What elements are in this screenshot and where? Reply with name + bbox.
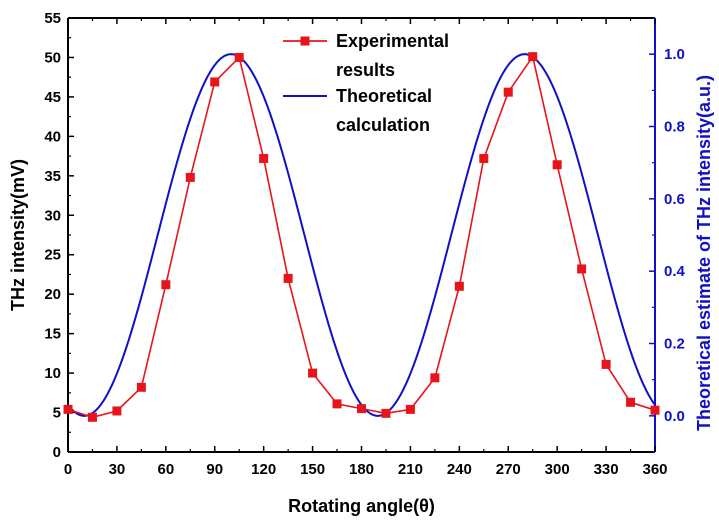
experimental-point: [357, 404, 366, 414]
y-tick-label: 55: [44, 10, 61, 27]
experimental-point: [112, 406, 122, 416]
experimental-point: [63, 404, 73, 414]
theoretical-curve: [67, 53, 656, 417]
experimental-point: [479, 153, 489, 163]
y-tick-label: 40: [44, 128, 61, 145]
legend: Experimental results Theoretical calcula…: [283, 31, 449, 135]
experimental-point: [308, 368, 318, 378]
experimental-point: [626, 397, 636, 407]
experimental-point: [332, 399, 342, 409]
x-tick-label: 60: [157, 461, 174, 478]
experimental-point: [552, 160, 562, 170]
legend-experimental-label-line1: Experimental: [336, 31, 449, 51]
experimental-point: [601, 359, 611, 369]
y-tick-label: 45: [44, 89, 61, 106]
y-tick-label: 25: [44, 247, 61, 264]
y-tick-label: 20: [44, 286, 61, 303]
y2-tick-label: 0.2: [664, 336, 685, 353]
experimental-point: [528, 52, 538, 62]
experimental-point: [503, 87, 513, 97]
x-tick-label: 210: [398, 461, 423, 478]
x-tick-label: 120: [251, 461, 276, 478]
y2-tick-label: 0.4: [664, 263, 686, 280]
plot-frame: [67, 17, 656, 453]
y-tick-label: 10: [44, 365, 61, 382]
experimental-point: [210, 77, 220, 87]
y-axis-right: 0.0 0.2 0.4 0.6 0.8 1.0: [649, 17, 686, 453]
x-tick-label: 330: [594, 461, 619, 478]
y-tick-label: 30: [44, 207, 61, 224]
x-tick-label: 150: [300, 461, 325, 478]
experimental-point: [259, 153, 269, 163]
experimental-point: [454, 281, 464, 291]
x-axis: 0 30 60 90 120 150 180 210 240 270 300 330 360: [64, 18, 668, 478]
y-tick-label: 15: [44, 326, 61, 343]
x-tick-label: 0: [64, 461, 72, 478]
experimental-point: [234, 52, 244, 62]
y2-tick-label: 1.0: [664, 46, 685, 63]
experimental-line: [67, 54, 656, 419]
x-tick-label: 90: [206, 461, 223, 478]
experimental-point: [185, 172, 195, 182]
experimental-point: [577, 264, 587, 274]
y-axis-title-left: THz intensity(mV): [8, 159, 28, 311]
x-tick-label: 30: [109, 461, 126, 478]
y2-tick-label: 0.0: [664, 408, 685, 425]
y-tick-label: 50: [44, 49, 61, 66]
experimental-point: [381, 408, 391, 418]
y-tick-label: 5: [53, 405, 61, 422]
y-axis-title-right: Theoretical estimate of THz intensity(a.…: [694, 75, 714, 431]
experimental-point: [430, 373, 440, 383]
y-tick-label: 0: [53, 444, 61, 461]
legend-theoretical-label-line1: Theoretical: [336, 86, 432, 106]
legend-theoretical-label-line2: calculation: [336, 115, 430, 135]
y2-tick-label: 0.6: [664, 191, 685, 208]
x-tick-label: 270: [496, 461, 521, 478]
experimental-point: [650, 405, 660, 415]
experimental-point: [136, 382, 146, 392]
experimental-point: [87, 412, 97, 422]
x-tick-label: 360: [642, 461, 667, 478]
legend-experimental-label-line2: results: [336, 60, 395, 80]
x-tick-label: 240: [447, 461, 472, 478]
y2-tick-label: 0.8: [664, 119, 685, 136]
experimental-point: [161, 280, 171, 290]
legend-experimental-marker: [300, 36, 310, 46]
experimental-point: [405, 404, 415, 414]
y-tick-label: 35: [44, 168, 61, 185]
experimental-point: [283, 273, 293, 283]
x-tick-label: 180: [349, 461, 374, 478]
x-axis-title: Rotating angle(θ): [288, 496, 435, 516]
y-axis-left: 0 5 10 15 20 25 30 35 40 45 50 55: [44, 10, 74, 461]
x-tick-label: 300: [545, 461, 570, 478]
series-group: [63, 52, 660, 422]
